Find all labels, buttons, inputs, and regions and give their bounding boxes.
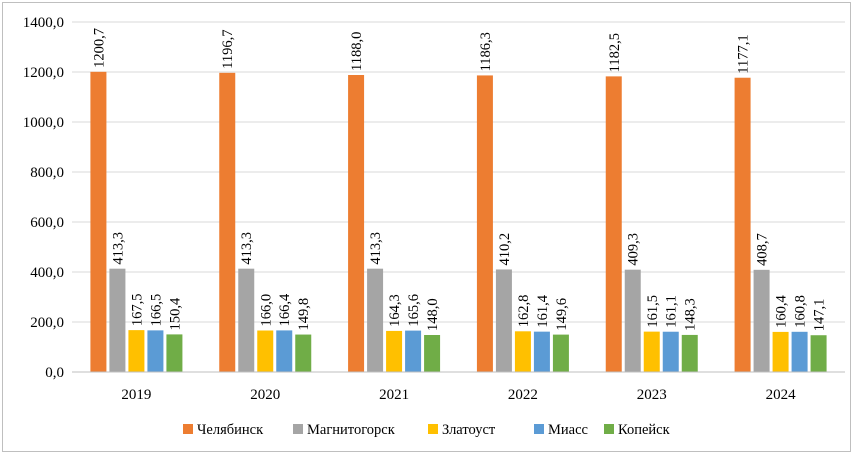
data-label: 160,4 xyxy=(774,295,790,328)
y-tick-label: 600,0 xyxy=(30,215,64,231)
data-label: 164,3 xyxy=(387,294,403,327)
bar xyxy=(552,334,569,372)
bars xyxy=(90,71,827,373)
bar xyxy=(386,330,403,372)
data-label: 413,3 xyxy=(368,232,384,265)
y-tick-label: 1200,0 xyxy=(23,65,64,81)
legend-label: Златоуст xyxy=(442,422,496,438)
bar xyxy=(295,334,312,372)
data-label: 408,7 xyxy=(755,233,771,266)
data-label: 161,5 xyxy=(645,295,661,328)
data-label: 148,0 xyxy=(425,298,441,331)
bar xyxy=(424,335,441,372)
data-label: 166,4 xyxy=(277,293,293,326)
legend-swatch xyxy=(183,424,193,434)
gridlines xyxy=(72,21,845,323)
bar xyxy=(681,334,698,372)
bar xyxy=(533,331,550,372)
bar xyxy=(90,71,107,372)
x-tick-label: 2020 xyxy=(250,387,280,403)
data-label: 166,0 xyxy=(258,294,274,327)
y-tick-label: 800,0 xyxy=(30,165,64,181)
data-label: 1200,7 xyxy=(91,28,107,68)
x-tick-label: 2019 xyxy=(121,387,151,403)
bar xyxy=(734,77,751,372)
bar xyxy=(624,269,641,372)
legend: Челябинск Магнитогорск Златоуст Миасс Копейс… xyxy=(183,422,671,438)
bar xyxy=(514,331,531,372)
data-label: 161,1 xyxy=(664,295,680,328)
data-label: 150,4 xyxy=(167,297,183,330)
bar xyxy=(495,269,512,372)
y-tick-label: 400,0 xyxy=(30,265,64,281)
bar xyxy=(643,331,660,372)
legend-label: Миасс xyxy=(548,422,588,438)
bar xyxy=(810,335,827,372)
data-label: 167,5 xyxy=(129,294,145,327)
bar xyxy=(476,75,493,373)
data-label: 409,3 xyxy=(626,233,642,266)
bar xyxy=(753,269,770,372)
data-label: 1182,5 xyxy=(607,33,623,72)
bar xyxy=(257,330,274,372)
y-tick-label: 1400,0 xyxy=(23,15,64,31)
bar xyxy=(166,334,183,372)
bar xyxy=(348,75,365,372)
x-axis: 2019 2020 2021 2022 2023 2024 xyxy=(72,371,845,403)
bar xyxy=(791,331,808,372)
x-tick-label: 2022 xyxy=(508,387,538,403)
chart-frame xyxy=(2,2,851,452)
bar xyxy=(276,330,293,372)
y-tick-label: 200,0 xyxy=(30,315,64,331)
bar xyxy=(128,330,145,372)
legend-swatch xyxy=(604,424,614,434)
legend-label: Челябинск xyxy=(197,422,264,438)
data-label: 149,6 xyxy=(554,298,570,331)
x-tick-label: 2021 xyxy=(379,387,409,403)
bar xyxy=(147,330,164,372)
data-label: 160,8 xyxy=(793,295,809,328)
legend-swatch xyxy=(534,424,544,434)
data-label: 413,3 xyxy=(110,232,126,265)
bar xyxy=(405,330,422,372)
data-label: 1188,0 xyxy=(349,32,365,71)
data-labels: 1200,7 413,3 167,5 166,5 150,4 1196,7 413,3 166… xyxy=(91,28,827,331)
data-label: 161,4 xyxy=(535,294,551,327)
y-tick-label: 0,0 xyxy=(45,365,64,381)
bar xyxy=(367,268,384,372)
x-tick-label: 2024 xyxy=(766,387,797,403)
data-label: 1177,1 xyxy=(736,34,752,73)
x-tick-label: 2023 xyxy=(637,387,667,403)
data-label: 162,8 xyxy=(516,295,532,328)
data-label: 166,5 xyxy=(148,294,164,327)
bar xyxy=(605,76,622,372)
bar xyxy=(109,268,126,372)
data-label: 147,1 xyxy=(812,299,828,332)
data-label: 1196,7 xyxy=(220,29,236,68)
y-axis: 0,0 200,0 400,0 600,0 800,0 1000,0 1200,0 1400,… xyxy=(23,15,64,381)
legend-label: Магнитогорск xyxy=(307,422,396,438)
data-label: 413,3 xyxy=(239,232,255,265)
bar xyxy=(238,268,255,372)
data-label: 165,6 xyxy=(406,294,422,327)
legend-swatch xyxy=(293,424,303,434)
data-label: 410,2 xyxy=(497,233,513,266)
bar xyxy=(772,331,789,372)
legend-swatch xyxy=(428,424,438,434)
data-label: 1186,3 xyxy=(478,32,494,71)
data-label: 148,3 xyxy=(683,298,699,331)
data-label: 149,8 xyxy=(296,298,312,331)
legend-label: Копейск xyxy=(618,422,671,438)
bar xyxy=(219,72,236,372)
y-tick-label: 1000,0 xyxy=(23,115,64,131)
bar xyxy=(662,331,679,372)
